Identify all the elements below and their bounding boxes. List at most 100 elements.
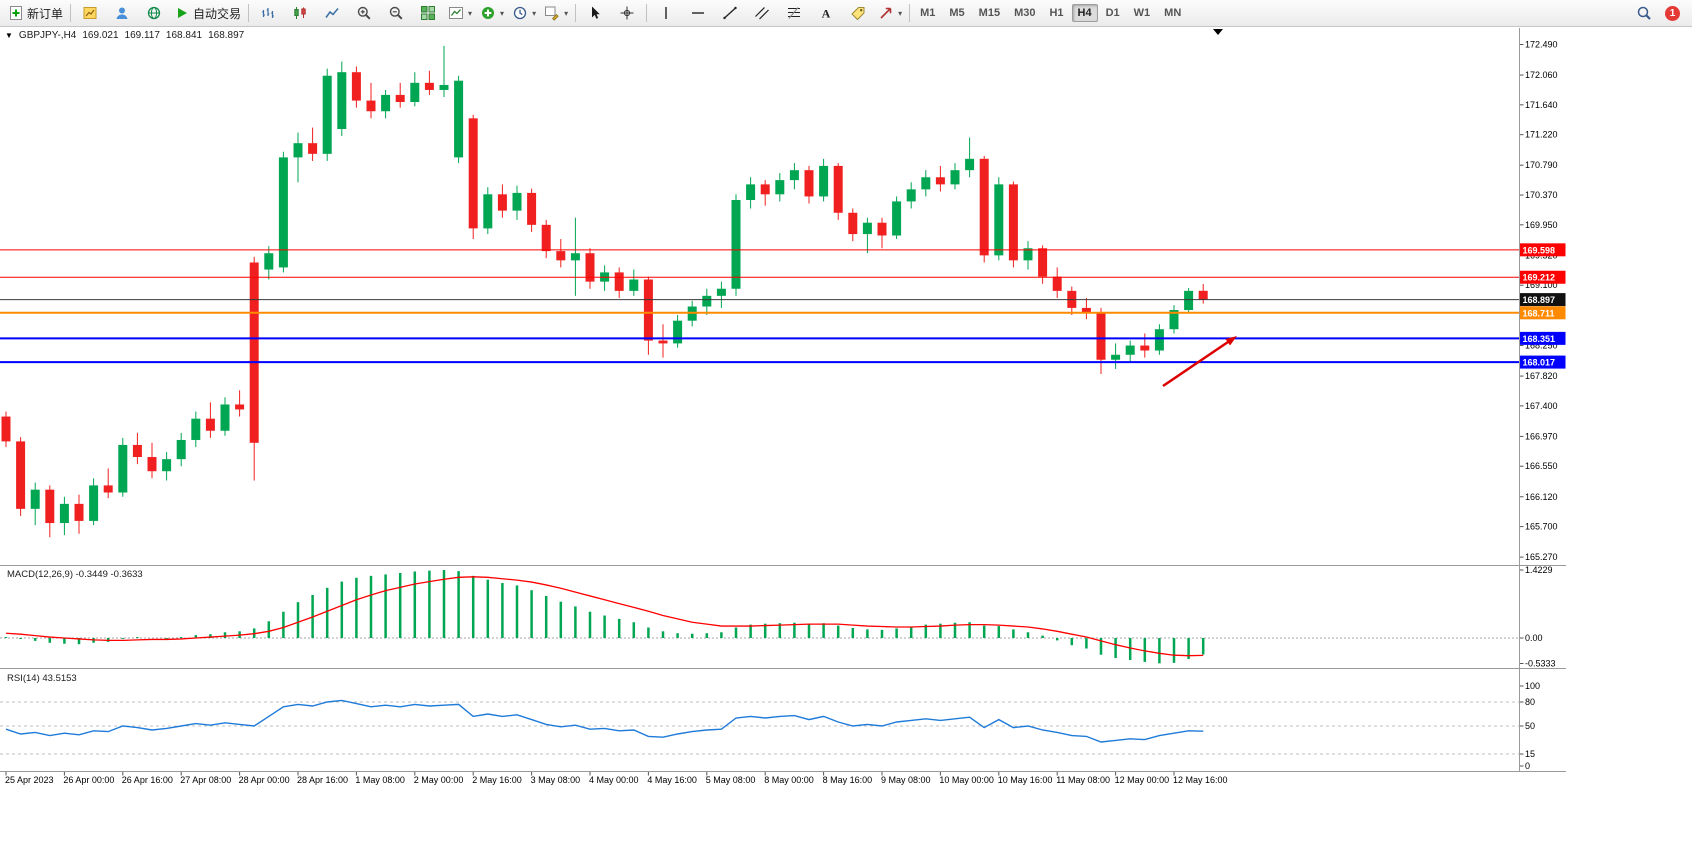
candle bbox=[176, 432, 186, 467]
candle bbox=[1096, 307, 1106, 374]
candle bbox=[337, 61, 347, 137]
time-label: 8 May 16:00 bbox=[823, 775, 873, 785]
tile-windows-button[interactable] bbox=[412, 1, 444, 25]
candle bbox=[833, 163, 843, 220]
tline-icon bbox=[722, 5, 738, 21]
axis-label: 165.700 bbox=[1525, 522, 1558, 532]
shapes-icon bbox=[878, 5, 894, 21]
price-axis[interactable]: 172.490 172.060 171.640 171.220 170.790 170.3… bbox=[1519, 40, 1566, 772]
fibonacci-button[interactable] bbox=[778, 1, 810, 25]
horizontal-line-button[interactable] bbox=[682, 1, 714, 25]
trendline-button[interactable] bbox=[714, 1, 746, 25]
cursor-button[interactable] bbox=[579, 1, 611, 25]
charts-profile-button[interactable] bbox=[74, 1, 106, 25]
candle bbox=[643, 276, 653, 355]
macd-panel[interactable] bbox=[0, 569, 1519, 664]
new-chart-button[interactable]: ▾ bbox=[444, 1, 476, 25]
time-label: 27 Apr 08:00 bbox=[180, 775, 231, 785]
tile-icon bbox=[420, 5, 436, 21]
line-chart-button[interactable] bbox=[316, 1, 348, 25]
candle bbox=[1140, 333, 1150, 358]
timeframe-m5-button[interactable]: M5 bbox=[949, 7, 965, 19]
channel-button[interactable] bbox=[746, 1, 778, 25]
indicators-button[interactable]: ▾ bbox=[476, 1, 508, 25]
shapes-button[interactable]: ▾ bbox=[874, 1, 906, 25]
chart-shift-marker[interactable] bbox=[1213, 29, 1223, 35]
headset-icon bbox=[114, 5, 130, 21]
candle bbox=[600, 265, 610, 291]
candle bbox=[278, 151, 288, 273]
macd-label: MACD(12,26,9) -0.3449 -0.3633 bbox=[7, 569, 143, 580]
axis-label: 166.120 bbox=[1525, 492, 1558, 502]
label-button[interactable] bbox=[842, 1, 874, 25]
candle bbox=[935, 165, 945, 192]
timeframe-h4-button[interactable]: H4 bbox=[1071, 4, 1098, 22]
candle bbox=[1038, 245, 1048, 284]
crosshair-button[interactable] bbox=[611, 1, 643, 25]
candle bbox=[527, 188, 537, 232]
axis-label: 50 bbox=[1525, 721, 1535, 731]
candle bbox=[1, 411, 11, 448]
order-icon bbox=[8, 5, 24, 21]
candle bbox=[789, 163, 799, 190]
auto-trading-button[interactable]: 自动交易 bbox=[170, 1, 245, 25]
main-chart-area[interactable] bbox=[0, 29, 1519, 538]
timeframe-d1-button[interactable]: D1 bbox=[1105, 7, 1120, 19]
candle bbox=[74, 494, 84, 534]
globe-icon bbox=[146, 5, 162, 21]
button-label: 自动交易 bbox=[193, 6, 242, 21]
zoom-in-button[interactable] bbox=[348, 1, 380, 25]
zoom-out-icon bbox=[388, 5, 404, 21]
notification-badge[interactable]: 1 bbox=[1665, 5, 1680, 21]
axis-label: -0.5333 bbox=[1525, 658, 1556, 668]
navigator-button[interactable] bbox=[138, 1, 170, 25]
trend-arrow[interactable] bbox=[1162, 336, 1237, 388]
time-label: 2 May 00:00 bbox=[414, 775, 464, 785]
price-tag: 169.598 bbox=[1519, 243, 1566, 257]
axis-label: 80 bbox=[1525, 697, 1535, 707]
time-axis[interactable]: 25 Apr 2023 26 Apr 00:00 26 Apr 16:00 27 Ap… bbox=[5, 771, 1228, 786]
timeframe-m15-button[interactable]: M15 bbox=[978, 7, 1001, 19]
candle bbox=[716, 281, 726, 308]
time-label: 28 Apr 16:00 bbox=[297, 775, 348, 785]
dropdown-arrow-icon: ▾ bbox=[468, 8, 473, 18]
price-tag: 168.017 bbox=[1519, 355, 1566, 369]
text-button[interactable]: A bbox=[810, 1, 842, 25]
timeframe-w1-button[interactable]: W1 bbox=[1133, 7, 1151, 19]
templates-button[interactable]: ▾ bbox=[540, 1, 572, 25]
timeframe-h1-button[interactable]: H1 bbox=[1049, 7, 1064, 19]
time-label: 9 May 08:00 bbox=[881, 775, 931, 785]
candlestick-chart-button[interactable] bbox=[284, 1, 316, 25]
candle bbox=[877, 217, 887, 249]
indicator-icon bbox=[480, 5, 496, 21]
candle bbox=[59, 496, 69, 536]
candle bbox=[249, 256, 259, 481]
candle bbox=[979, 155, 989, 263]
dropdown-arrow-icon: ▾ bbox=[564, 8, 569, 18]
axis-label: 169.598 bbox=[1523, 245, 1556, 255]
zoom-out-button[interactable] bbox=[380, 1, 412, 25]
axis-label: 167.820 bbox=[1525, 371, 1558, 381]
market-watch-button[interactable] bbox=[106, 1, 138, 25]
candle bbox=[1081, 297, 1091, 320]
vertical-line-button[interactable] bbox=[650, 1, 682, 25]
chart-quote-header: ▼ GBPJPY-,H4 169.021 169.117 168.841 168… bbox=[5, 30, 244, 41]
timeframe-m1-button[interactable]: M1 bbox=[920, 7, 936, 19]
search-button[interactable] bbox=[1628, 1, 1660, 25]
profile-icon bbox=[82, 5, 98, 21]
new-order-button[interactable]: 新订单 bbox=[4, 1, 67, 25]
time-label: 10 May 16:00 bbox=[998, 775, 1053, 785]
time-label: 4 May 16:00 bbox=[647, 775, 697, 785]
hline-icon bbox=[690, 5, 706, 21]
bar-chart-button[interactable] bbox=[252, 1, 284, 25]
timeframe-m30-button[interactable]: M30 bbox=[1014, 7, 1036, 19]
candle bbox=[1169, 305, 1179, 334]
candle bbox=[1198, 283, 1208, 304]
collapse-icon[interactable]: ▼ bbox=[5, 31, 13, 40]
rsi-panel[interactable] bbox=[0, 699, 1519, 755]
rsi-line bbox=[5, 699, 1204, 743]
timeframe-mn-button[interactable]: MN bbox=[1164, 7, 1182, 19]
periods-button[interactable]: ▾ bbox=[508, 1, 540, 25]
axis-label: 169.212 bbox=[1523, 273, 1556, 283]
